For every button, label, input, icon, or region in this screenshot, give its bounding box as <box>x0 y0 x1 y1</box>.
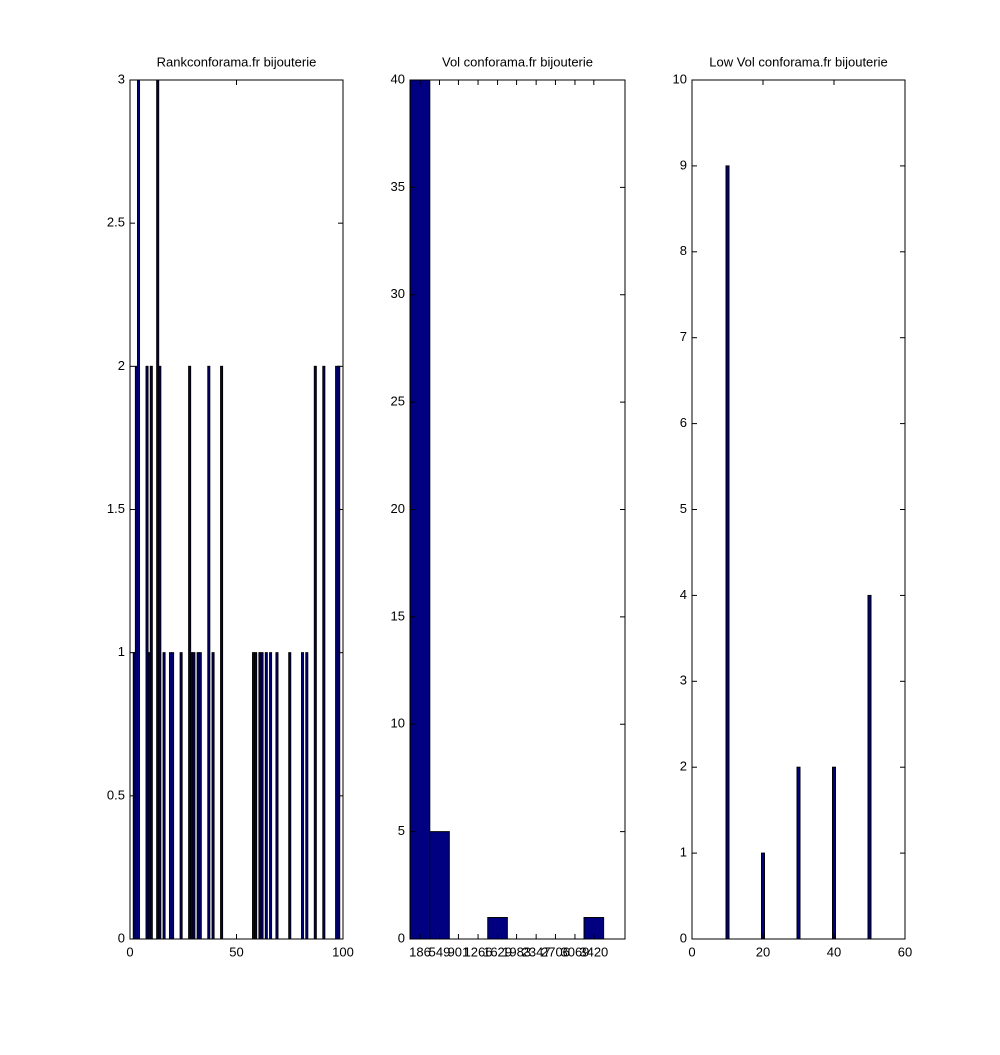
bar <box>192 652 196 940</box>
bar <box>220 365 224 940</box>
x-tick-label: 3420 <box>579 944 608 959</box>
y-tick-label: 2.5 <box>107 215 125 230</box>
bar <box>137 79 141 940</box>
x-tick-label: 2347 <box>522 944 551 959</box>
bar <box>288 652 292 940</box>
bar <box>275 652 279 940</box>
x-tick-label: 2706 <box>541 944 570 959</box>
bar <box>725 165 730 940</box>
y-tick-label: 0 <box>398 930 405 945</box>
x-tick-label: 60 <box>898 944 912 959</box>
bar <box>832 766 836 940</box>
y-tick-label: 10 <box>673 71 687 86</box>
bar <box>761 852 765 940</box>
x-tick-label: 100 <box>332 944 354 959</box>
y-tick-label: 1.5 <box>107 501 125 516</box>
bar <box>264 652 268 940</box>
y-tick-label: 10 <box>391 716 405 731</box>
x-tick-label: 1629 <box>483 944 512 959</box>
bar <box>260 652 264 940</box>
bar <box>429 831 450 940</box>
bar <box>179 652 183 940</box>
y-tick-label: 0 <box>680 930 687 945</box>
plot-area <box>130 80 343 939</box>
y-tick-label: 3 <box>118 71 125 86</box>
x-tick-label: 0 <box>126 944 133 959</box>
x-tick-label: 40 <box>827 944 841 959</box>
bar <box>305 652 309 940</box>
y-tick-label: 8 <box>680 243 687 258</box>
y-tick-label: 35 <box>391 179 405 194</box>
bar <box>198 652 202 940</box>
bar <box>322 365 326 940</box>
bar <box>149 365 153 940</box>
bar <box>269 652 273 940</box>
bar <box>207 365 211 940</box>
x-tick-label: 901 <box>448 944 470 959</box>
y-tick-label: 6 <box>680 415 687 430</box>
x-tick-label: 20 <box>756 944 770 959</box>
y-tick-label: 1 <box>118 644 125 659</box>
x-tick-label: 50 <box>229 944 243 959</box>
x-tick-label: 1266 <box>464 944 493 959</box>
y-tick-label: 40 <box>391 71 405 86</box>
chart-title: Rankconforama.fr bijouterie <box>157 54 317 69</box>
y-tick-label: 20 <box>391 501 405 516</box>
y-tick-label: 9 <box>680 157 687 172</box>
x-tick-label: 186 <box>409 944 431 959</box>
bar <box>313 365 317 940</box>
y-tick-label: 3 <box>680 673 687 688</box>
chart-title: Vol conforama.fr bijouterie <box>442 54 593 69</box>
y-tick-label: 30 <box>391 286 405 301</box>
y-tick-label: 25 <box>391 394 405 409</box>
bar <box>867 594 872 940</box>
bar <box>162 652 166 940</box>
x-tick-label: 3069 <box>560 944 589 959</box>
y-tick-label: 5 <box>398 823 405 838</box>
y-tick-label: 1 <box>680 845 687 860</box>
chart-title: Low Vol conforama.fr bijouterie <box>709 54 887 69</box>
plot-area <box>410 80 625 939</box>
y-tick-label: 0 <box>118 930 125 945</box>
x-tick-label: 1983 <box>502 944 531 959</box>
y-tick-label: 2 <box>118 358 125 373</box>
x-tick-label: 0 <box>688 944 695 959</box>
bar <box>211 652 215 940</box>
y-tick-label: 0.5 <box>107 787 125 802</box>
bar <box>171 652 175 940</box>
y-tick-label: 15 <box>391 608 405 623</box>
y-tick-label: 5 <box>680 501 687 516</box>
bar <box>796 766 801 940</box>
y-tick-label: 4 <box>680 587 687 602</box>
y-tick-label: 2 <box>680 759 687 774</box>
x-tick-label: 549 <box>429 944 451 959</box>
bar <box>158 365 162 940</box>
bar <box>254 652 258 940</box>
y-tick-label: 7 <box>680 329 687 344</box>
bar <box>301 652 305 940</box>
